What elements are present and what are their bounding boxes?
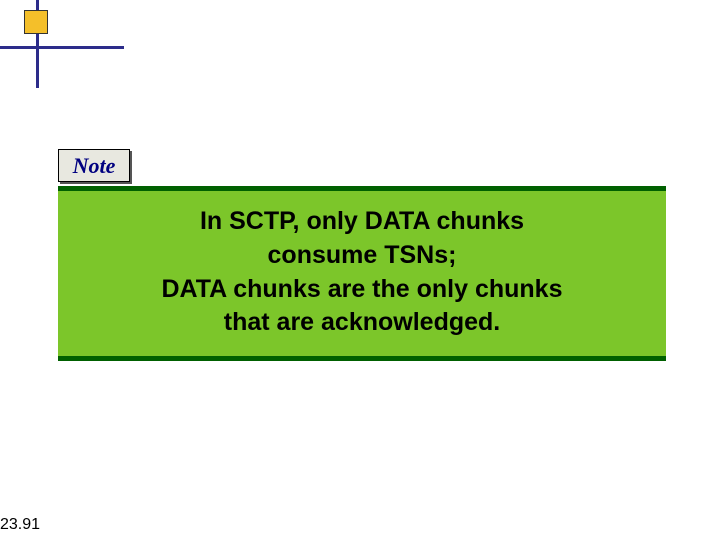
callout: In SCTP, only DATA chunksconsume TSNs;DA…: [58, 186, 666, 361]
note-label: Note: [73, 153, 116, 179]
decor-horizontal-line: [0, 46, 124, 49]
callout-bottom-bar: [58, 356, 666, 361]
slide: Note In SCTP, only DATA chunksconsume TS…: [0, 0, 720, 540]
callout-text: In SCTP, only DATA chunksconsume TSNs;DA…: [161, 207, 562, 336]
note-box: Note: [58, 149, 130, 182]
callout-body: In SCTP, only DATA chunksconsume TSNs;DA…: [58, 191, 666, 356]
decor-square: [24, 10, 48, 34]
page-number: 23.91: [0, 516, 40, 534]
